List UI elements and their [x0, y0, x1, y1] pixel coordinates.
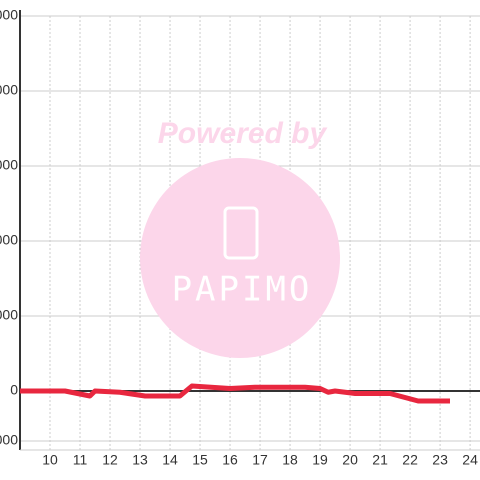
x-tick-label: 10: [42, 452, 58, 468]
watermark: Powered by PAPIMO: [140, 117, 340, 358]
x-tick-label: 16: [222, 452, 238, 468]
watermark-brand: PAPIMO: [172, 270, 313, 310]
x-tick-label: 22: [402, 452, 418, 468]
watermark-title: Powered by: [158, 117, 328, 150]
y-tick-label: 150,000: [0, 7, 18, 23]
y-tick-label: 90,000: [0, 157, 18, 173]
y-tick-label: 30,000: [0, 307, 18, 323]
x-tick-label: 12: [102, 452, 118, 468]
y-tick-label: 60,000: [0, 232, 18, 248]
x-tick-label: 20: [342, 452, 358, 468]
x-tick-label: 24: [462, 452, 478, 468]
x-tick-label: 23: [432, 452, 448, 468]
x-tick-label: 21: [372, 452, 388, 468]
x-tick-label: 18: [282, 452, 298, 468]
data-line: [20, 383, 450, 404]
y-tick-label: 0: [10, 382, 18, 398]
y-tick-label: 120,000: [0, 82, 18, 98]
x-tick-label: 11: [73, 452, 88, 468]
phone-icon: [223, 206, 259, 260]
x-tick-label: 15: [192, 452, 208, 468]
x-tick-label: 19: [312, 452, 328, 468]
x-tick-label: 14: [162, 452, 178, 468]
x-tick-label: 13: [132, 452, 148, 468]
y-tick-label: -20,000: [0, 432, 18, 448]
x-tick-label: 17: [252, 452, 268, 468]
